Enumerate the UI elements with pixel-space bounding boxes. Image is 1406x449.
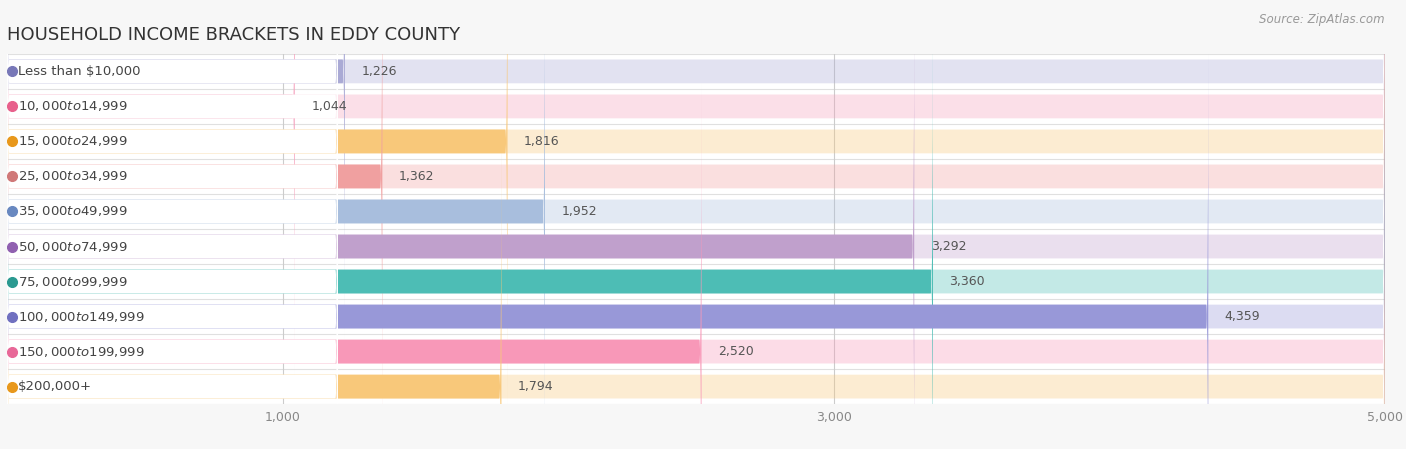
FancyBboxPatch shape [7,119,502,449]
FancyBboxPatch shape [7,0,1385,374]
Text: 3,292: 3,292 [931,240,966,253]
Text: HOUSEHOLD INCOME BRACKETS IN EDDY COUNTY: HOUSEHOLD INCOME BRACKETS IN EDDY COUNTY [7,26,460,44]
FancyBboxPatch shape [7,48,1208,449]
FancyBboxPatch shape [7,48,337,449]
Bar [7,124,1385,159]
FancyBboxPatch shape [7,0,914,449]
Text: $10,000 to $14,999: $10,000 to $14,999 [18,99,128,114]
Text: $35,000 to $49,999: $35,000 to $49,999 [18,204,128,219]
Bar [7,334,1385,369]
FancyBboxPatch shape [7,0,1385,409]
Text: 1,794: 1,794 [517,380,554,393]
Text: $100,000 to $149,999: $100,000 to $149,999 [18,309,145,324]
FancyBboxPatch shape [7,119,1385,449]
Text: Source: ZipAtlas.com: Source: ZipAtlas.com [1260,13,1385,26]
FancyBboxPatch shape [7,0,337,445]
FancyBboxPatch shape [7,0,1385,445]
Text: 1,044: 1,044 [311,100,347,113]
Text: 2,520: 2,520 [718,345,754,358]
FancyBboxPatch shape [7,0,337,449]
FancyBboxPatch shape [7,84,337,449]
Text: $150,000 to $199,999: $150,000 to $199,999 [18,344,145,359]
Bar [7,229,1385,264]
FancyBboxPatch shape [7,0,1385,449]
FancyBboxPatch shape [7,13,934,449]
Bar [7,159,1385,194]
Text: $25,000 to $34,999: $25,000 to $34,999 [18,169,128,184]
Bar [7,264,1385,299]
FancyBboxPatch shape [7,0,1385,339]
Text: 3,360: 3,360 [949,275,986,288]
FancyBboxPatch shape [7,0,546,449]
FancyBboxPatch shape [7,0,337,449]
FancyBboxPatch shape [7,119,337,449]
FancyBboxPatch shape [7,0,337,339]
FancyBboxPatch shape [7,84,1385,449]
Text: Less than $10,000: Less than $10,000 [18,65,141,78]
Text: $15,000 to $24,999: $15,000 to $24,999 [18,134,128,149]
Text: $50,000 to $74,999: $50,000 to $74,999 [18,239,128,254]
FancyBboxPatch shape [7,84,702,449]
Text: $75,000 to $99,999: $75,000 to $99,999 [18,274,128,289]
Text: 1,952: 1,952 [561,205,598,218]
FancyBboxPatch shape [7,48,1385,449]
Text: 1,816: 1,816 [524,135,560,148]
Text: 1,362: 1,362 [399,170,434,183]
Bar [7,89,1385,124]
Text: 1,226: 1,226 [361,65,396,78]
FancyBboxPatch shape [7,0,295,374]
Text: $200,000+: $200,000+ [18,380,91,393]
Text: 4,359: 4,359 [1225,310,1260,323]
Bar [7,54,1385,89]
Bar [7,299,1385,334]
Bar [7,369,1385,404]
FancyBboxPatch shape [7,0,508,409]
FancyBboxPatch shape [7,0,337,374]
Bar [7,194,1385,229]
FancyBboxPatch shape [7,0,344,339]
FancyBboxPatch shape [7,13,1385,449]
FancyBboxPatch shape [7,0,382,445]
FancyBboxPatch shape [7,0,337,409]
FancyBboxPatch shape [7,0,1385,449]
FancyBboxPatch shape [7,13,337,449]
